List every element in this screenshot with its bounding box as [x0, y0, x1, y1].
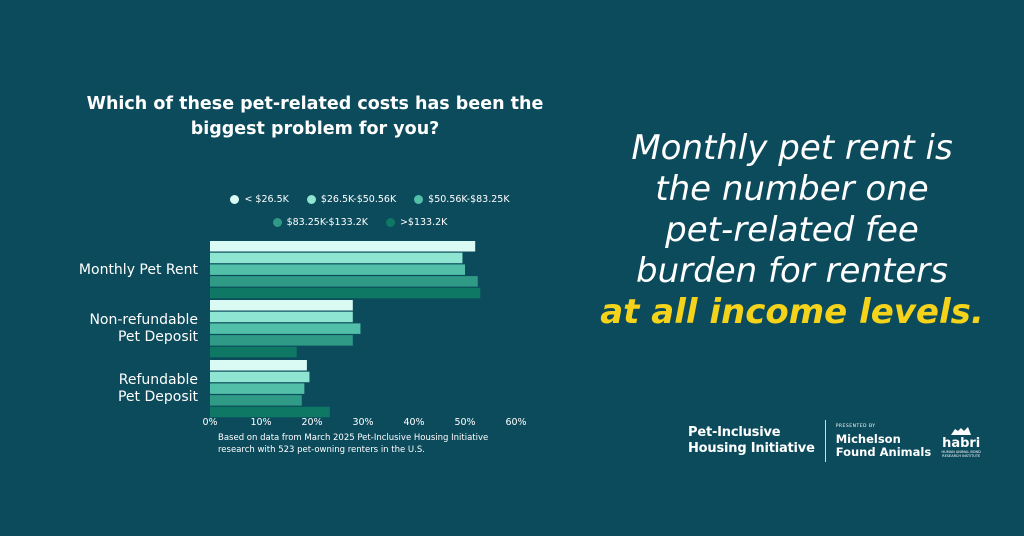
bar: [210, 264, 465, 275]
habri-wordmark: habri: [942, 435, 981, 451]
pet-silhouette-icon: [951, 426, 972, 435]
bar: [210, 360, 307, 371]
legend-swatch: [306, 195, 316, 204]
x-tick-label: 40%: [403, 417, 424, 428]
bar: [210, 323, 361, 334]
category-label: Monthly Pet Rent: [8, 262, 198, 279]
category-label-line: Non-refundable: [89, 312, 198, 329]
bar: [210, 406, 330, 418]
headline-line: Monthly pet rent is: [631, 128, 953, 168]
legend-label: < $26.5K: [244, 194, 289, 205]
bar: [210, 346, 297, 358]
bar: [210, 252, 463, 264]
legend-item: $50.56K-$83.25K: [414, 194, 510, 205]
legend-label: $83.25K-$133.2K: [286, 217, 368, 228]
bar: [210, 395, 302, 406]
category-label-line: Pet Deposit: [117, 389, 198, 406]
legend-label: $50.56K-$83.25K: [428, 194, 510, 205]
headline-line: pet-related fee: [665, 210, 919, 250]
bar: [210, 300, 353, 311]
mfa-logo-line: Michelson: [835, 431, 901, 446]
category-label: Non-refundable Pet Deposit: [8, 312, 198, 346]
headline-line: the number one: [655, 169, 929, 209]
footer-logos: Pet-Inclusive Housing Initiative PRESENT…: [688, 418, 981, 464]
mfa-logo-line: Found Animals: [835, 444, 932, 459]
x-tick-label: 60%: [505, 417, 526, 428]
legend-swatch: [414, 195, 424, 204]
legend-item: < $26.5K: [230, 194, 289, 205]
legend-swatch: [385, 218, 395, 227]
bar: [210, 311, 353, 323]
category-label: Refundable Pet Deposit: [8, 372, 198, 406]
category-label-line: Pet Deposit: [117, 329, 198, 346]
bar: [210, 335, 353, 346]
pihi-logo-line: Pet-Inclusive: [688, 425, 781, 440]
category-label-line: Refundable: [118, 372, 198, 389]
legend-swatch: [272, 218, 282, 227]
legend-item: >$133.2K: [385, 217, 448, 228]
legend-item: $26.5K-$50.56K: [306, 194, 397, 205]
legend-label: >$133.2K: [399, 217, 448, 228]
x-tick-label: 0%: [202, 417, 217, 428]
habri-subtitle: HUMAN ANIMAL BOND RESEARCH INSTITUTE: [941, 449, 981, 458]
bar: [210, 287, 481, 299]
chart-title: Which of these pet-related costs has bee…: [86, 94, 544, 139]
x-tick-label: 30%: [352, 417, 373, 428]
legend-row-2: $83.25K-$133.2K >$133.2K: [170, 217, 550, 228]
headline: Monthly pet rent is the number one pet-r…: [592, 128, 992, 333]
footnote: Based on data from March 2025 Pet-Inclus…: [218, 433, 489, 455]
logo-divider: [824, 420, 826, 462]
legend-swatch: [230, 195, 240, 204]
bar: [210, 241, 476, 252]
habri-logo: habri HUMAN ANIMAL BOND RESEARCH INSTITU…: [941, 425, 981, 458]
x-tick-label: 20%: [301, 417, 322, 428]
mfa-logo: PRESENTED BY Michelson Found Animals: [836, 424, 931, 459]
bar: [210, 276, 478, 287]
headline-line: burden for renters: [636, 251, 948, 291]
category-label-line: Monthly Pet Rent: [78, 261, 198, 278]
bar: [210, 383, 305, 394]
x-tick-label: 50%: [454, 417, 475, 428]
headline-accent: at all income levels.: [600, 292, 984, 332]
presented-by: PRESENTED BY: [835, 423, 876, 429]
pihi-logo-line: Housing Initiative: [688, 441, 815, 456]
legend-label: $26.5K-$50.56K: [320, 194, 397, 205]
bar: [210, 371, 310, 383]
x-tick-label: 10%: [250, 417, 271, 428]
pihi-logo: Pet-Inclusive Housing Initiative: [688, 425, 815, 457]
legend-item: $83.25K-$133.2K: [272, 217, 368, 228]
legend-row-1: < $26.5K $26.5K-$50.56K $50.56K-$83.25K: [180, 194, 560, 205]
